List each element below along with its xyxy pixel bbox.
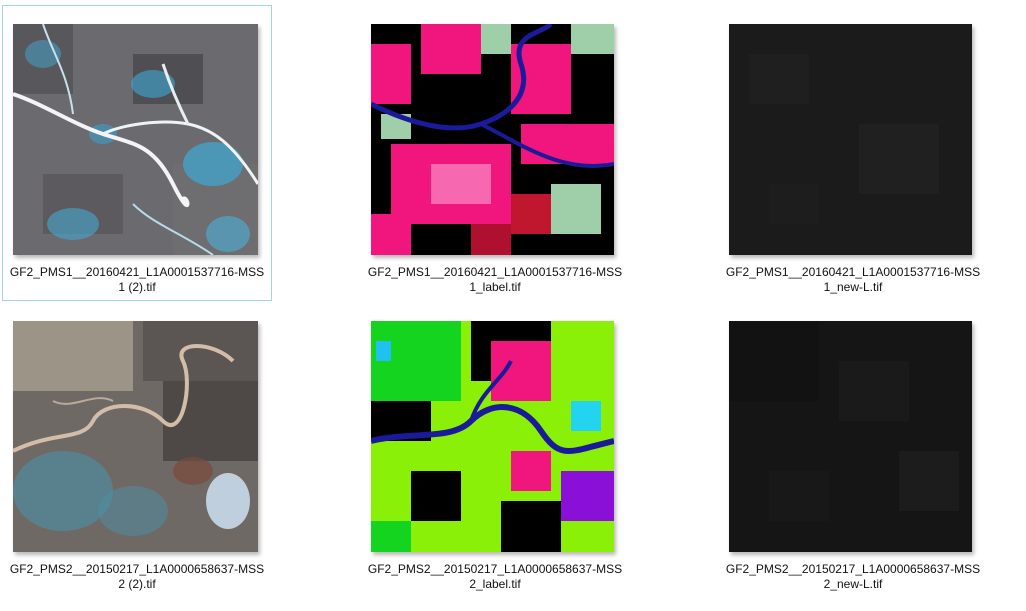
file-name-label: GF2_PMS2__20150217_L1A0000658637-MSS 2 (… (3, 562, 271, 592)
file-name-label: GF2_PMS1__20160421_L1A0001537716-MSS 1_n… (719, 265, 987, 295)
thumbnail-dark-1 (729, 24, 972, 255)
thumbnail-label-green (371, 321, 614, 552)
file-item-2[interactable]: GF2_PMS1__20160421_L1A0001537716-MSS 1_l… (360, 5, 630, 301)
file-name-label: GF2_PMS2__20150217_L1A0000658637-MSS 2_n… (719, 562, 987, 592)
file-item-6[interactable]: GF2_PMS2__20150217_L1A0000658637-MSS 2_n… (718, 302, 988, 598)
thumbnail-satellite-1 (13, 24, 258, 255)
file-name-label: GF2_PMS2__20150217_L1A0000658637-MSS 2_l… (361, 562, 629, 592)
file-item-4[interactable]: GF2_PMS2__20150217_L1A0000658637-MSS 2 (… (2, 302, 272, 598)
file-item-1[interactable]: GF2_PMS1__20160421_L1A0001537716-MSS 1 (… (2, 5, 272, 301)
thumbnail-dark-2 (729, 321, 972, 552)
file-name-label: GF2_PMS1__20160421_L1A0001537716-MSS 1 (… (3, 265, 271, 295)
file-item-3[interactable]: GF2_PMS1__20160421_L1A0001537716-MSS 1_n… (718, 5, 988, 301)
file-item-5[interactable]: GF2_PMS2__20150217_L1A0000658637-MSS 2_l… (360, 302, 630, 598)
thumbnail-label-magenta (371, 24, 614, 255)
file-name-label: GF2_PMS1__20160421_L1A0001537716-MSS 1_l… (361, 265, 629, 295)
thumbnail-satellite-2 (13, 321, 258, 552)
